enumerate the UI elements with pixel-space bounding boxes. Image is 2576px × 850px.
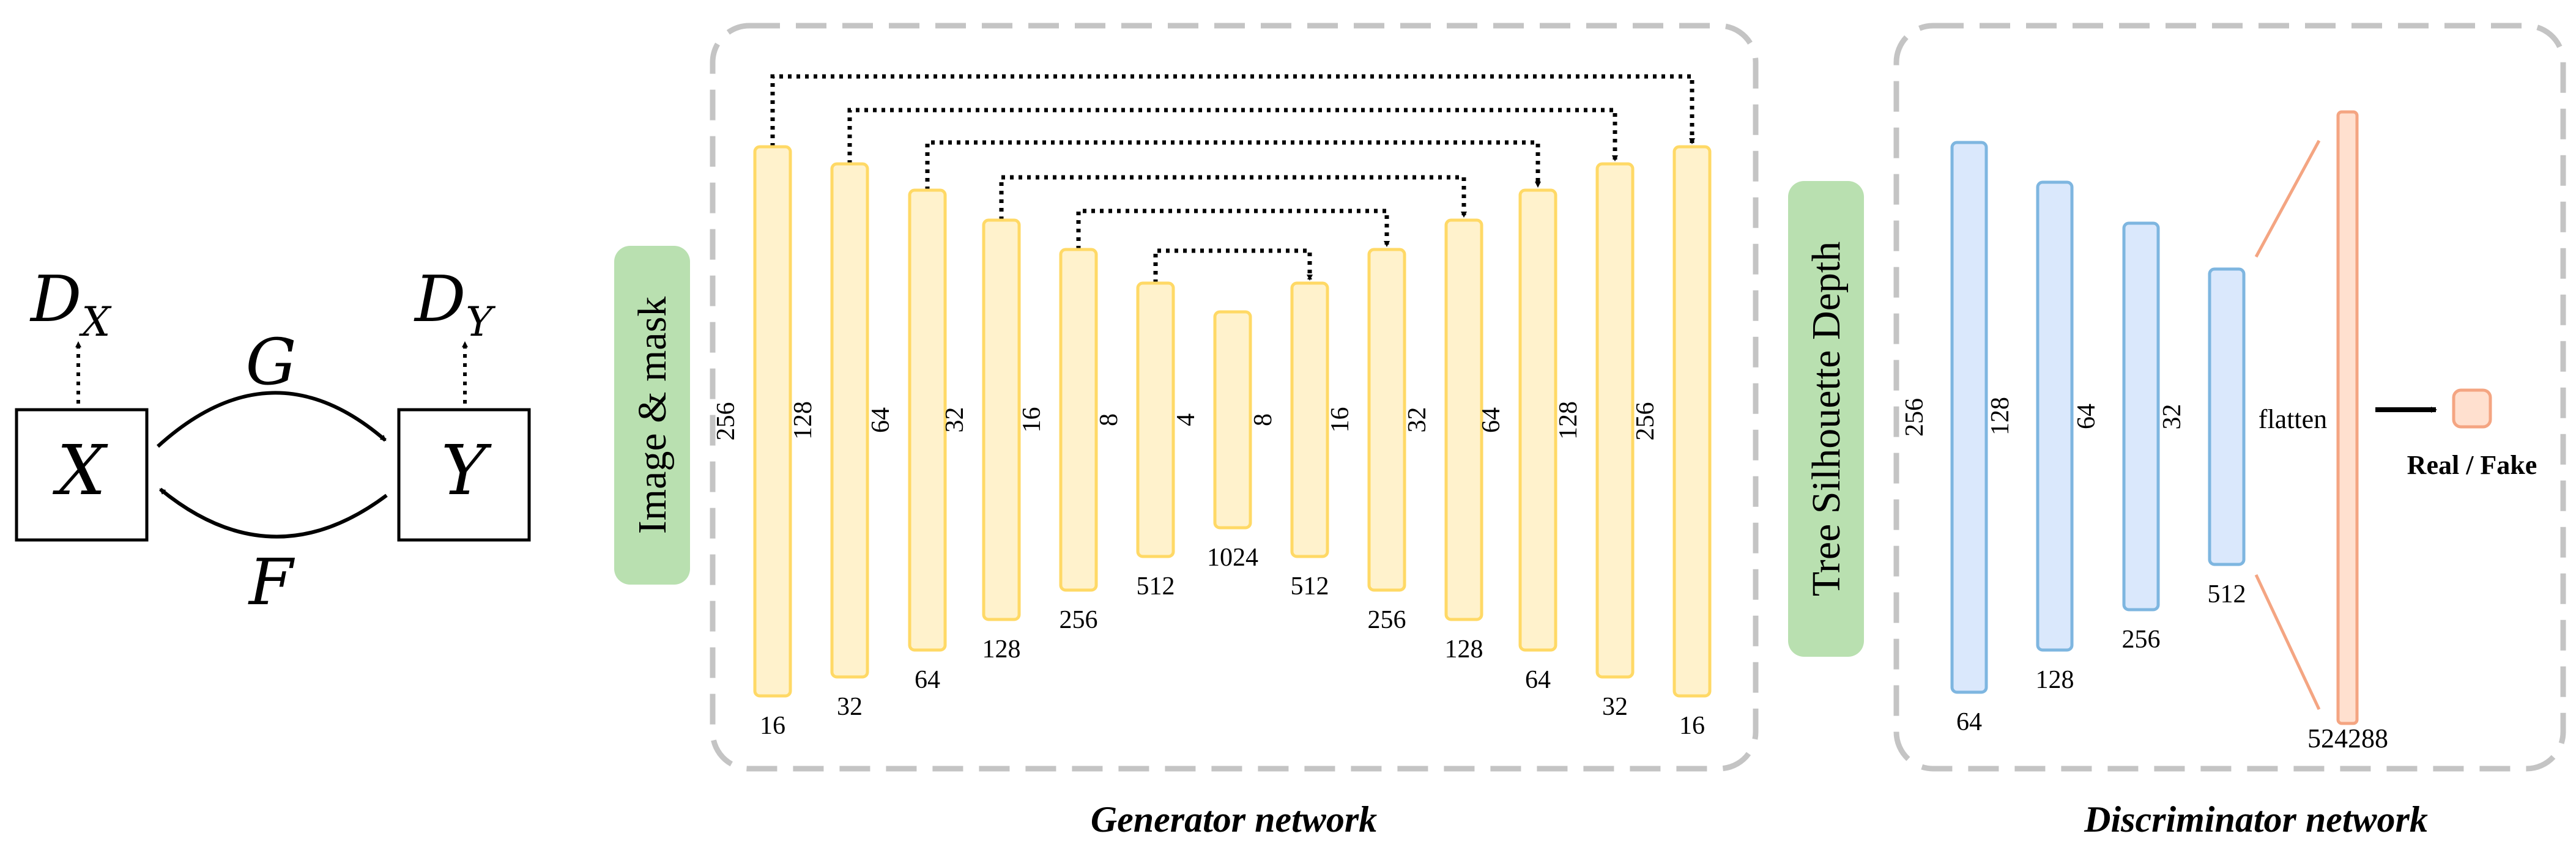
generator-layer-size: 256 [1060,606,1098,634]
mapping-f-label: F [248,545,295,619]
skip-connection-arrow [1076,209,1390,249]
discriminator-dy-label: DY [414,262,496,346]
discriminator-dx-label: DX [29,262,112,346]
discriminator-layer-channels: 256 [1901,398,1929,437]
generator-layer-size: 32 [1602,693,1628,721]
generator-layer-channels: 32 [941,407,969,433]
generator-layer [1518,188,1557,652]
discriminator-layer-size: 128 [2036,666,2074,694]
node-x-label: X [52,431,108,511]
discriminator-caption: Discriminator network [2084,799,2428,840]
generator-layer [830,162,869,679]
flatten-size-label: 524288 [2307,723,2388,753]
generator-layer-size: 512 [1137,572,1175,601]
generator-layer [1290,281,1329,558]
generator-layer-size: 128 [982,635,1021,663]
skip-connection-arrow [770,74,1695,147]
node-x-box [15,408,149,542]
flatten-connector-top [2254,139,2321,258]
generator-layers: 256 16 128 32 64 64 32 128 16 256 8 512 4 1024 8 512 16 2… [712,145,1712,740]
flatten-label: flatten [2259,404,2327,434]
generator-layer-size: 16 [760,712,785,740]
node-y-box [397,408,531,542]
discriminator-layers: 256 64 128 128 64 256 32 512 [1901,141,2246,736]
generator-frame [710,23,1759,772]
discriminator-layer [2036,180,2074,652]
generator-caption: Generator network [1091,799,1377,840]
generator-layer [908,188,947,652]
generator-layer-channels: 8 [1249,413,1277,426]
discriminator-layer-channels: 32 [2158,404,2186,430]
generator-layer [1213,310,1252,530]
generator-layer [1444,218,1483,621]
generator-output-box [1788,181,1864,657]
generator-layer [1672,145,1712,698]
generator-layer-channels: 8 [1095,413,1123,426]
discriminator-layer [2208,267,2246,566]
mapping-f-arrow [159,487,388,539]
generator-layer [982,218,1021,621]
generator-layer-channels: 256 [1631,402,1660,441]
discriminator-layer-size: 512 [2208,580,2246,608]
generator-input-box [614,246,690,585]
generator-layer-size: 16 [1679,712,1705,740]
flatten-layer [2336,110,2359,725]
generator-layer [1367,248,1406,592]
mapping-g-arrow [156,391,387,448]
generator-layer-channels: 4 [1172,413,1200,426]
generator-layer-size: 128 [1445,635,1483,663]
output-label: Real / Fake [2407,450,2537,480]
skip-connection-arrow [1153,248,1313,283]
flatten-connector-bottom [2254,574,2321,711]
generator-layer-channels: 32 [1403,407,1431,433]
generator-layer [1136,281,1175,558]
generator-layer-size: 256 [1368,606,1406,634]
generator-input-label: Image & mask [630,297,675,534]
discriminator-layer-channels: 128 [1986,397,2014,435]
generator-layer [1059,248,1098,592]
discriminator-network: 256 64 128 128 64 256 32 512 flatten 524288 Rea… [1893,23,2566,840]
generator-layer-size: 1024 [1207,544,1258,572]
discriminator-frame [1893,23,2566,772]
generator-layer-size: 64 [1525,666,1551,694]
generator-layer-channels: 64 [867,407,895,433]
skip-connection-arrow [847,108,1618,164]
skip-connections [770,74,1695,283]
discriminator-layer [2122,221,2160,612]
generator-layer-size: 32 [837,693,863,721]
generator-layer-size: 512 [1291,572,1329,601]
discriminator-layer-size: 64 [1956,708,1982,736]
output-node [2452,388,2492,429]
generator-layer [753,145,792,698]
discriminator-layer-size: 256 [2122,626,2161,654]
generator-layer-channels: 64 [1477,407,1505,433]
generator-output-label: Tree Silhouette Depth [1804,242,1849,597]
generator-layer-size: 64 [915,666,940,694]
generator-layer [1595,162,1635,679]
generator-layer-channels: 256 [712,402,740,441]
generator-layer-channels: 16 [1018,407,1046,433]
discriminator-layer-channels: 64 [2073,404,2101,429]
cycle-schematic: X Y DX DY G F [15,262,531,619]
node-y-label: Y [441,431,492,511]
generator-layer-channels: 16 [1326,407,1354,433]
mapping-g-label: G [245,325,296,399]
discriminator-layer [1950,141,1988,694]
generator-layer-channels: 128 [1554,401,1583,440]
skip-connection-arrow [925,140,1541,190]
generator-layer-channels: 128 [789,401,817,440]
skip-connection-arrow [999,175,1467,220]
generator-network: Image & mask 256 16 128 32 64 64 32 128 16 256 8 51… [614,23,1864,840]
